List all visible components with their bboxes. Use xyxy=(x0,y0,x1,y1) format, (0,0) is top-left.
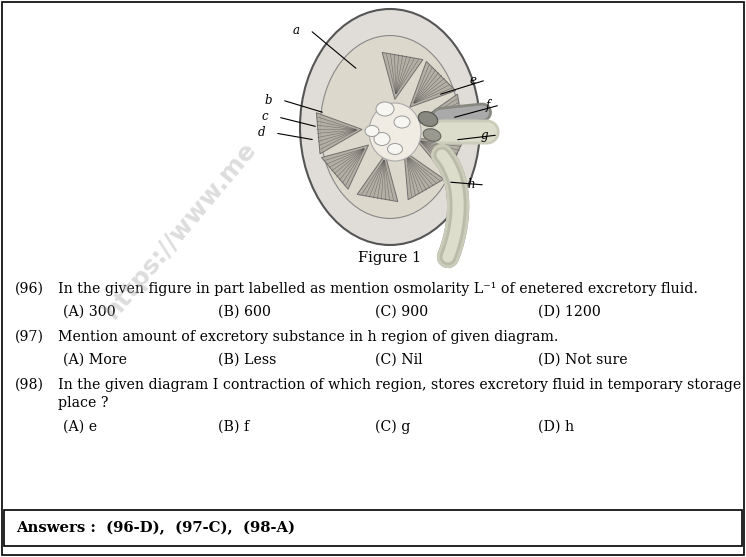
Text: (C) 900: (C) 900 xyxy=(375,305,428,319)
Polygon shape xyxy=(410,61,456,107)
Text: f: f xyxy=(486,99,490,111)
Text: (D) 1200: (D) 1200 xyxy=(538,305,601,319)
Text: (B) f: (B) f xyxy=(218,420,249,434)
Text: In the given figure in part labelled as mention osmolarity L⁻¹ of enetered excre: In the given figure in part labelled as … xyxy=(58,282,698,296)
Text: In the given diagram I contraction of which region, stores excretory fluid in te: In the given diagram I contraction of wh… xyxy=(58,378,742,392)
Text: (A) e: (A) e xyxy=(63,420,97,434)
Ellipse shape xyxy=(300,9,480,245)
Text: (98): (98) xyxy=(15,378,44,392)
Text: a: a xyxy=(293,23,300,37)
FancyArrowPatch shape xyxy=(441,113,482,117)
Text: (D) h: (D) h xyxy=(538,420,574,434)
Ellipse shape xyxy=(369,103,421,161)
Polygon shape xyxy=(418,94,465,135)
Text: e: e xyxy=(469,74,476,86)
Text: place ?: place ? xyxy=(58,396,108,410)
Polygon shape xyxy=(404,152,444,200)
Bar xyxy=(4,510,742,546)
Ellipse shape xyxy=(376,102,394,116)
Text: (B) 600: (B) 600 xyxy=(218,305,271,319)
Ellipse shape xyxy=(423,129,441,141)
Ellipse shape xyxy=(374,133,390,145)
Text: b: b xyxy=(265,94,272,106)
Text: (D) Not sure: (D) Not sure xyxy=(538,353,627,367)
Polygon shape xyxy=(316,113,362,154)
Text: h: h xyxy=(468,178,475,192)
Text: (A) 300: (A) 300 xyxy=(63,305,116,319)
Ellipse shape xyxy=(387,144,403,154)
Polygon shape xyxy=(382,52,423,100)
Text: d: d xyxy=(257,126,265,139)
Text: g: g xyxy=(480,129,488,141)
Text: Answers :  (96-D),  (97-C),  (98-A): Answers : (96-D), (97-C), (98-A) xyxy=(16,521,295,535)
Ellipse shape xyxy=(365,125,379,136)
Text: Figure 1: Figure 1 xyxy=(358,251,421,265)
Ellipse shape xyxy=(419,111,438,126)
Polygon shape xyxy=(357,155,398,202)
Polygon shape xyxy=(416,139,464,176)
Ellipse shape xyxy=(394,116,410,128)
Polygon shape xyxy=(322,145,369,189)
Text: (C) g: (C) g xyxy=(375,420,410,434)
Ellipse shape xyxy=(320,36,460,218)
Text: (C) Nil: (C) Nil xyxy=(375,353,423,367)
Text: (97): (97) xyxy=(15,330,44,344)
FancyArrowPatch shape xyxy=(441,113,482,117)
Text: (B) Less: (B) Less xyxy=(218,353,276,367)
Text: (96): (96) xyxy=(15,282,44,296)
Text: c: c xyxy=(261,110,268,124)
Text: https://www.me: https://www.me xyxy=(99,137,261,323)
Text: Mention amount of excretory substance in h region of given diagram.: Mention amount of excretory substance in… xyxy=(58,330,559,344)
Text: (A) More: (A) More xyxy=(63,353,127,367)
